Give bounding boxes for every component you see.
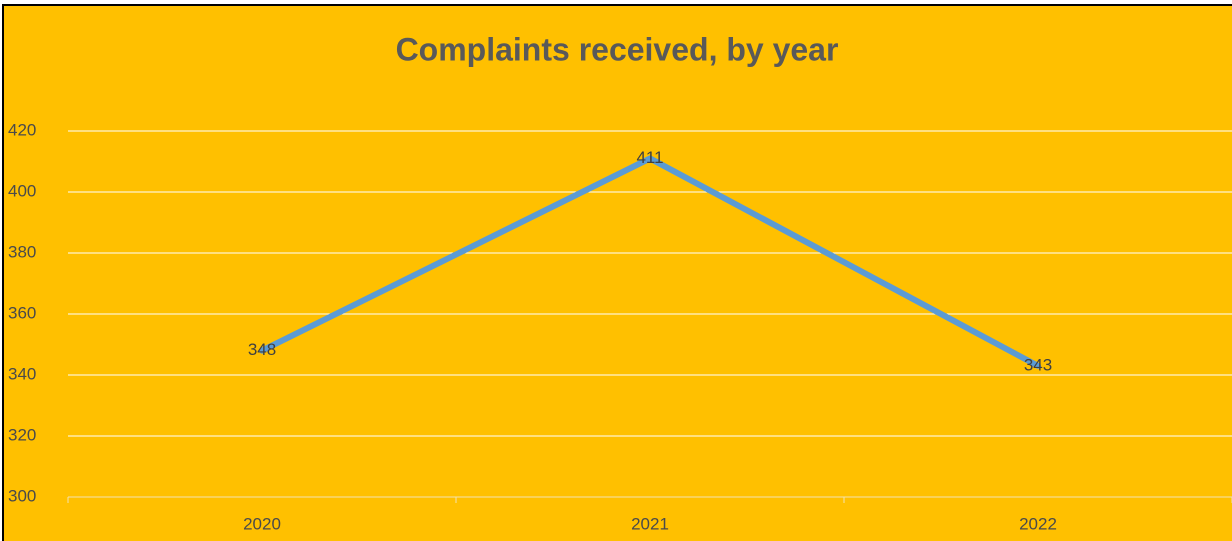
- y-tick-label: 360: [8, 303, 36, 322]
- data-label: 343: [1024, 355, 1052, 374]
- x-tick-label: 2020: [243, 514, 281, 533]
- chart-title: Complaints received, by year: [396, 31, 839, 67]
- data-label: 411: [636, 148, 663, 167]
- y-tick-label: 340: [8, 364, 36, 383]
- chart-background: [2, 4, 1232, 541]
- y-tick-label: 320: [8, 425, 36, 444]
- y-tick-label: 400: [8, 181, 36, 200]
- line-series: [259, 155, 1041, 369]
- y-tick-label: 420: [8, 120, 36, 139]
- y-tick-label: 300: [8, 486, 36, 505]
- data-label: 348: [248, 340, 276, 359]
- x-tick-label: 2022: [1019, 514, 1057, 533]
- x-tick-label: 2021: [631, 514, 669, 533]
- y-tick-label: 380: [8, 242, 36, 261]
